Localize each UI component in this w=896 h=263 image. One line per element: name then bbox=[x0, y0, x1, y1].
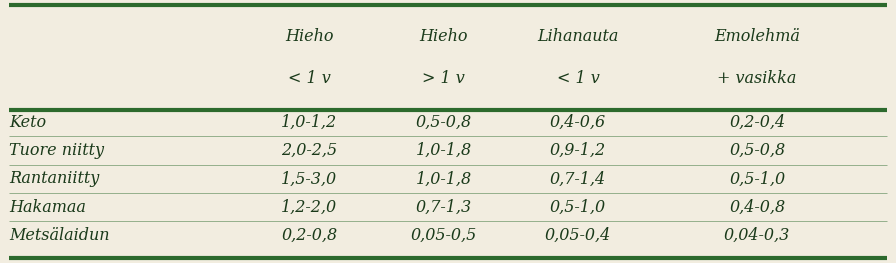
Text: Lihanauta: Lihanauta bbox=[538, 28, 618, 45]
Text: 1,0-1,8: 1,0-1,8 bbox=[416, 142, 471, 159]
Text: 0,4-0,6: 0,4-0,6 bbox=[550, 114, 606, 130]
Text: < 1 v: < 1 v bbox=[288, 70, 331, 87]
Text: 0,5-1,0: 0,5-1,0 bbox=[729, 170, 785, 187]
Text: Tuore niitty: Tuore niitty bbox=[9, 142, 104, 159]
Text: 0,9-1,2: 0,9-1,2 bbox=[550, 142, 606, 159]
Text: 1,2-2,0: 1,2-2,0 bbox=[281, 199, 337, 216]
Text: < 1 v: < 1 v bbox=[556, 70, 599, 87]
Text: 0,05-0,5: 0,05-0,5 bbox=[410, 227, 477, 244]
Text: Hakamaa: Hakamaa bbox=[9, 199, 86, 216]
Text: Emolehmä: Emolehmä bbox=[714, 28, 800, 45]
Text: 0,2-0,8: 0,2-0,8 bbox=[281, 227, 337, 244]
Text: 1,0-1,2: 1,0-1,2 bbox=[281, 114, 337, 130]
Text: 1,0-1,8: 1,0-1,8 bbox=[416, 170, 471, 187]
Text: 0,7-1,4: 0,7-1,4 bbox=[550, 170, 606, 187]
Text: Metsälaidun: Metsälaidun bbox=[9, 227, 109, 244]
Text: 0,5-0,8: 0,5-0,8 bbox=[416, 114, 471, 130]
Text: 0,5-1,0: 0,5-1,0 bbox=[550, 199, 606, 216]
Text: Hieho: Hieho bbox=[285, 28, 333, 45]
Text: Rantaniitty: Rantaniitty bbox=[9, 170, 99, 187]
Text: 0,4-0,8: 0,4-0,8 bbox=[729, 199, 785, 216]
Text: 0,7-1,3: 0,7-1,3 bbox=[416, 199, 471, 216]
Text: 0,5-0,8: 0,5-0,8 bbox=[729, 142, 785, 159]
Text: Hieho: Hieho bbox=[419, 28, 468, 45]
Text: 0,2-0,4: 0,2-0,4 bbox=[729, 114, 785, 130]
Text: 0,05-0,4: 0,05-0,4 bbox=[545, 227, 611, 244]
Text: Keto: Keto bbox=[9, 114, 46, 130]
Text: > 1 v: > 1 v bbox=[422, 70, 465, 87]
Text: 0,04-0,3: 0,04-0,3 bbox=[724, 227, 790, 244]
Text: + vasikka: + vasikka bbox=[718, 70, 797, 87]
Text: 1,5-3,0: 1,5-3,0 bbox=[281, 170, 337, 187]
Text: 2,0-2,5: 2,0-2,5 bbox=[281, 142, 337, 159]
